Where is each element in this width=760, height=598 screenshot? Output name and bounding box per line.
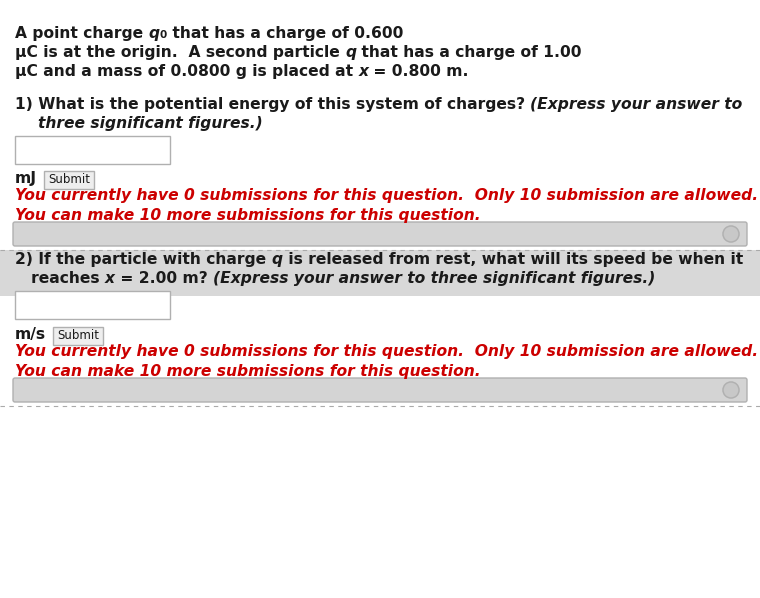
Text: You currently have 0 submissions for this question.  Only 10 submission are allo: You currently have 0 submissions for thi… bbox=[15, 188, 758, 203]
Text: m/s: m/s bbox=[15, 327, 46, 342]
Bar bbox=[15, 291, 170, 319]
Text: q: q bbox=[271, 252, 283, 267]
Text: (Express your answer to three significant figures.): (Express your answer to three significan… bbox=[213, 271, 655, 286]
Circle shape bbox=[723, 226, 739, 242]
Text: 1) What is the potential energy of this system of charges?: 1) What is the potential energy of this … bbox=[15, 97, 530, 112]
Text: (Express your answer to: (Express your answer to bbox=[530, 97, 743, 112]
Circle shape bbox=[723, 382, 739, 398]
Text: A point charge: A point charge bbox=[15, 26, 148, 41]
Text: 0: 0 bbox=[160, 30, 167, 40]
Text: is released from rest, what will its speed be when it: is released from rest, what will its spe… bbox=[283, 252, 743, 267]
Bar bbox=[0, 250, 760, 296]
FancyBboxPatch shape bbox=[13, 222, 747, 246]
Text: You can make 10 more submissions for this question.: You can make 10 more submissions for thi… bbox=[15, 364, 480, 379]
Text: +: + bbox=[727, 386, 736, 395]
Text: x: x bbox=[359, 64, 369, 79]
Text: = 2.00 m?: = 2.00 m? bbox=[115, 271, 213, 286]
Text: x: x bbox=[105, 271, 115, 286]
Text: that has a charge of 0.600: that has a charge of 0.600 bbox=[167, 26, 404, 41]
FancyBboxPatch shape bbox=[13, 378, 747, 402]
Text: three significant figures.): three significant figures.) bbox=[38, 116, 263, 131]
Text: mJ: mJ bbox=[15, 171, 37, 186]
Text: q: q bbox=[148, 26, 160, 41]
Text: +: + bbox=[727, 230, 736, 240]
Text: Submit: Submit bbox=[57, 329, 99, 342]
FancyBboxPatch shape bbox=[53, 327, 103, 345]
Text: μC and a mass of 0.0800 g is placed at: μC and a mass of 0.0800 g is placed at bbox=[15, 64, 359, 79]
Text: reaches: reaches bbox=[15, 271, 105, 286]
Text: q: q bbox=[345, 45, 356, 60]
FancyBboxPatch shape bbox=[44, 171, 94, 189]
Text: = 0.800 m.: = 0.800 m. bbox=[369, 64, 469, 79]
Text: that has a charge of 1.00: that has a charge of 1.00 bbox=[356, 45, 581, 60]
Bar bbox=[15, 136, 170, 164]
Text: Submit: Submit bbox=[48, 173, 90, 186]
Text: You currently have 0 submissions for this question.  Only 10 submission are allo: You currently have 0 submissions for thi… bbox=[15, 344, 758, 359]
Text: You can make 10 more submissions for this question.: You can make 10 more submissions for thi… bbox=[15, 208, 480, 223]
Text: 2) If the particle with charge: 2) If the particle with charge bbox=[15, 252, 271, 267]
Text: μC is at the origin.  A second particle: μC is at the origin. A second particle bbox=[15, 45, 345, 60]
